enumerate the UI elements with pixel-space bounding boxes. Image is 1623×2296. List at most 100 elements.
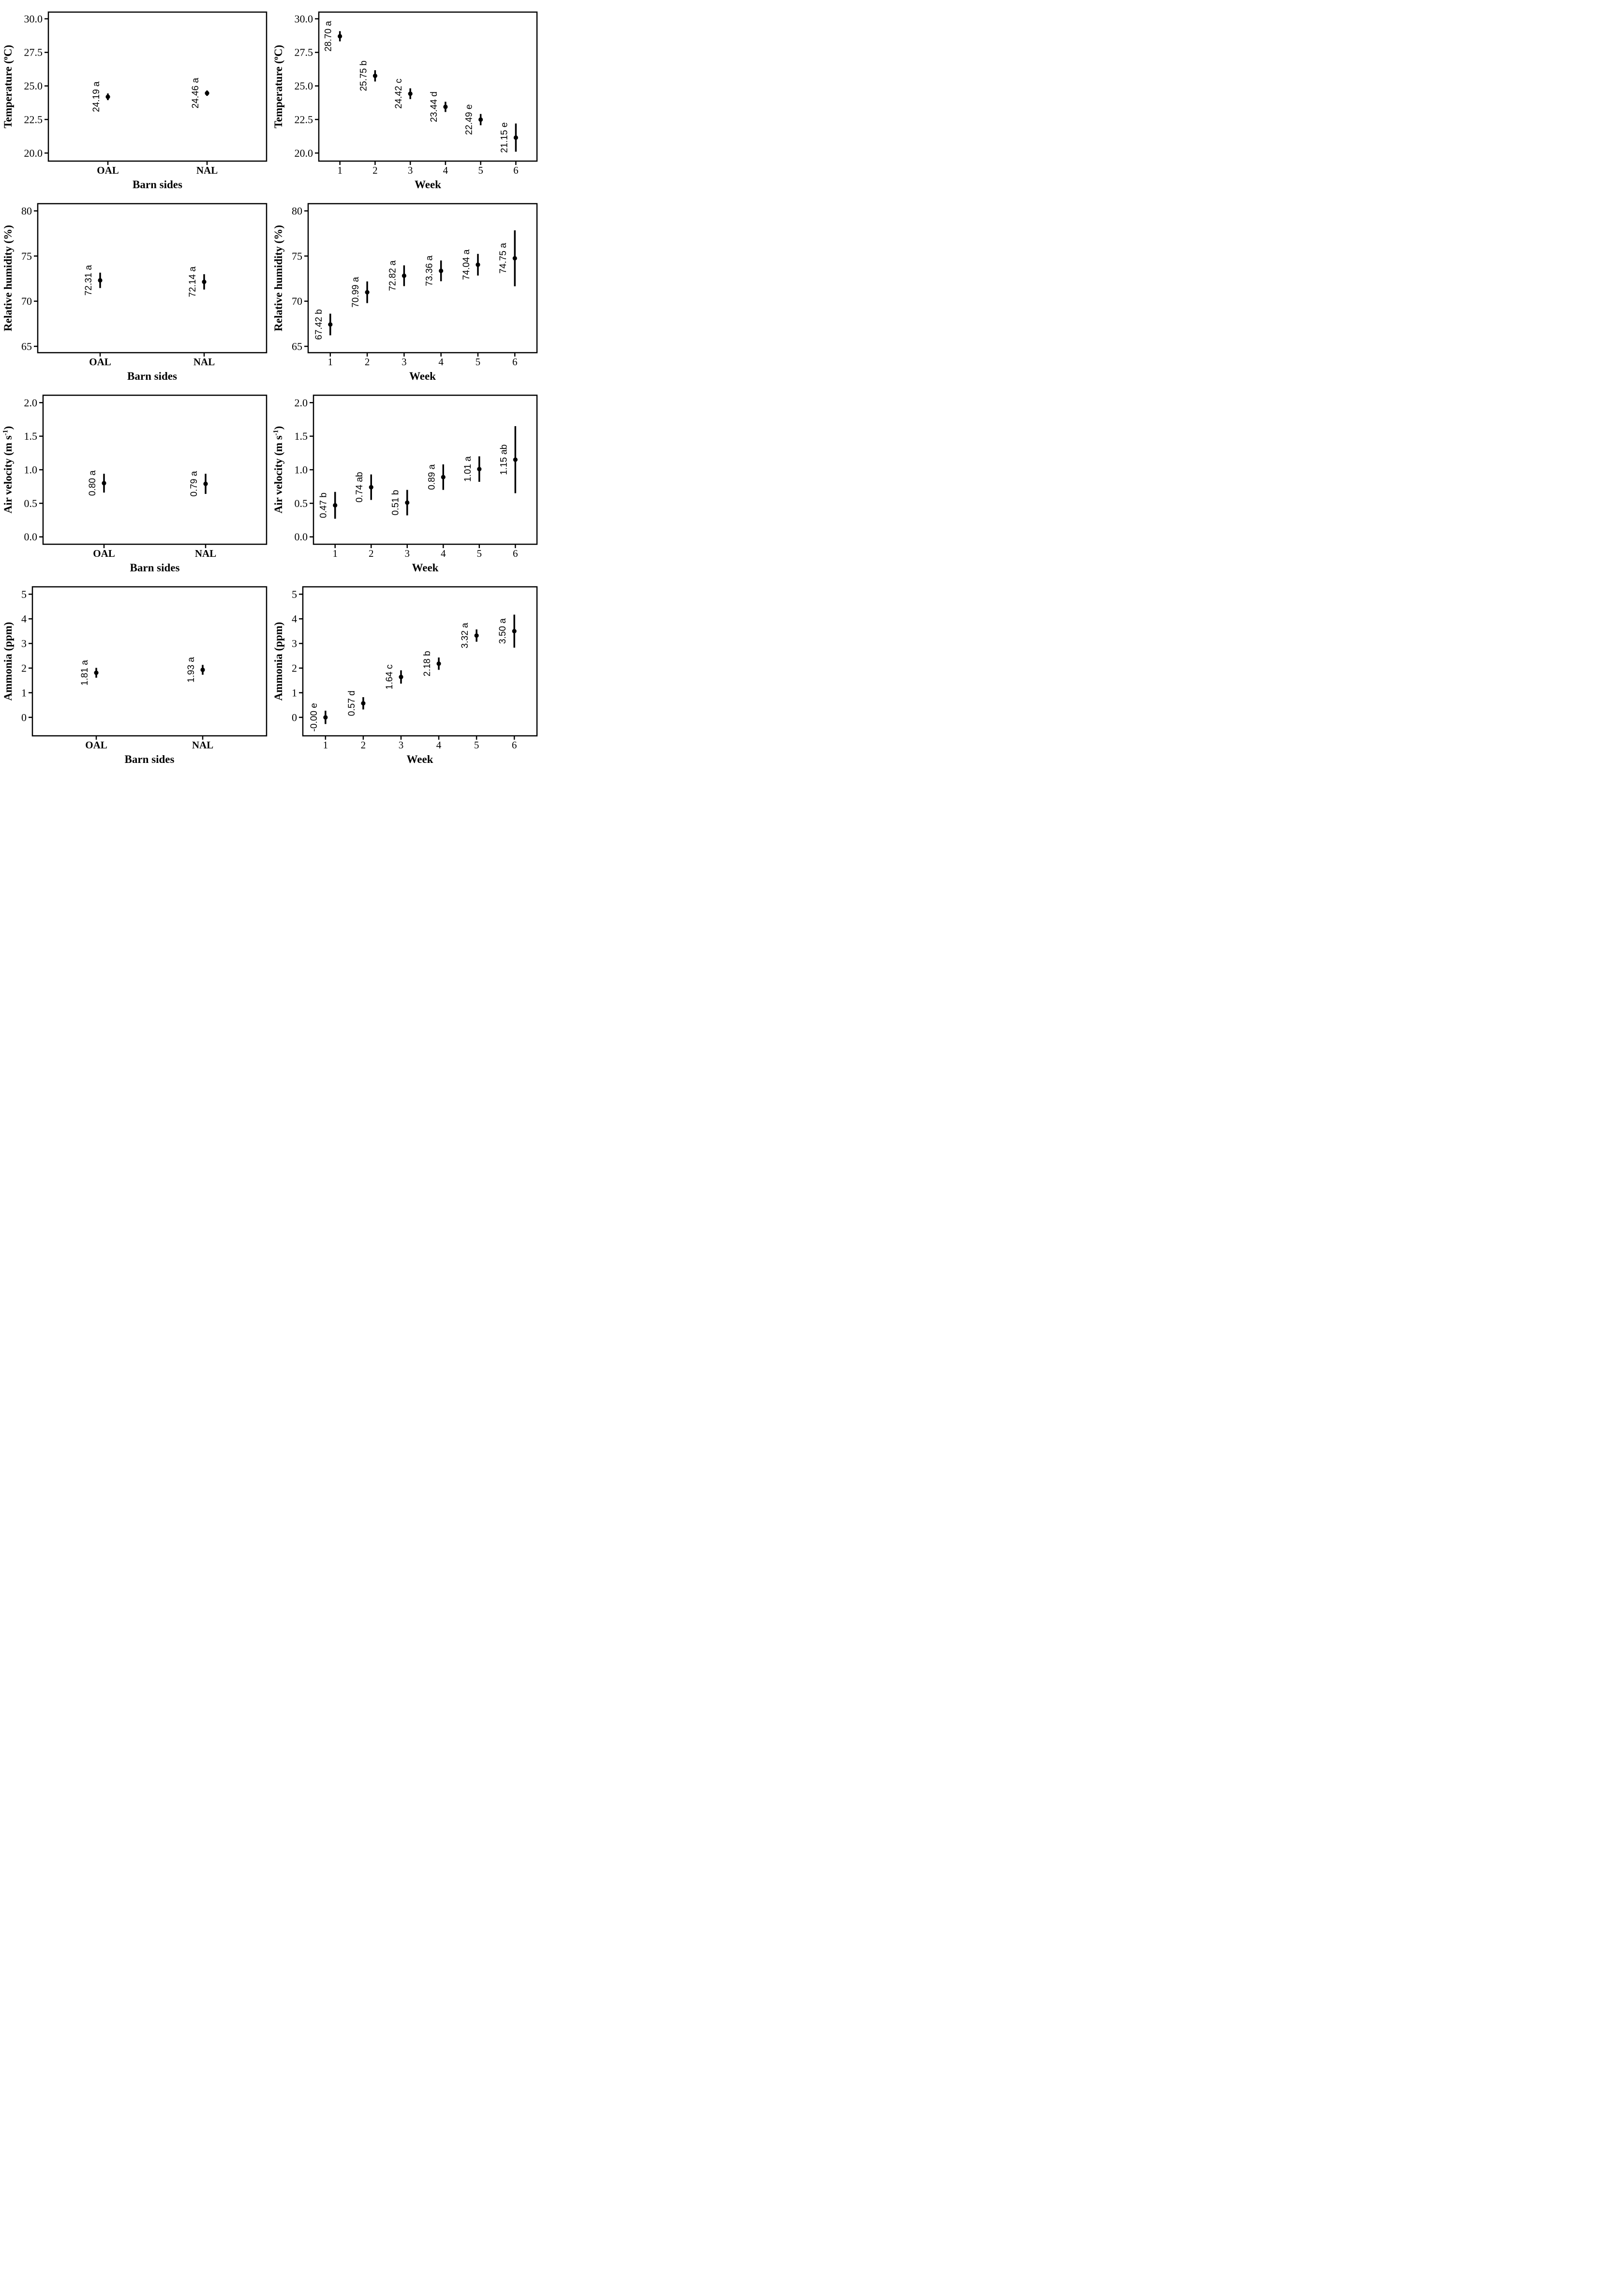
chart-relative-humidity-by-week: 65 70 75 80 1 2 3 4 5 6 Relative humidity (%) Week 6… [272, 203, 538, 382]
x-tick-label: 4 [438, 356, 444, 368]
y-tick-label: 5 [21, 588, 27, 600]
y-tick-label: 0 [21, 711, 27, 723]
data-point [443, 104, 448, 109]
x-tick-label: 2 [365, 356, 370, 368]
x-tick-label: NAL [195, 548, 216, 559]
data-point [105, 94, 110, 99]
y-tick-label: 4 [21, 613, 27, 625]
point-label: 1.93 a [186, 657, 196, 683]
data-point [205, 90, 209, 96]
y-tick-label: 2 [21, 662, 27, 674]
superscript: o [1, 57, 9, 60]
subplot-relative-humidity-by-week: 65 70 75 80 1 2 3 4 5 6 Relative humidity (%) Week 6… [270, 192, 541, 383]
x-tick-label: 1 [323, 739, 328, 751]
x-tick-label: OAL [93, 548, 115, 559]
x-tick-label: 1 [337, 164, 342, 176]
y-tick-label: 22.5 [24, 113, 43, 125]
x-axis-title: Barn sides [130, 562, 180, 574]
x-tick-label: 6 [513, 548, 518, 559]
data-point [512, 256, 517, 261]
y-tick-label: 22.5 [295, 113, 313, 125]
x-axis-title: Barn sides [127, 370, 177, 382]
data-point [439, 268, 444, 273]
x-axis-title: Week [409, 370, 436, 382]
point-label: 3.50 a [498, 618, 508, 644]
y-tick-label: 25.0 [24, 80, 43, 92]
superscript: -1 [272, 430, 280, 435]
x-tick-label: 3 [408, 164, 413, 176]
y-tick-label: 1.0 [295, 464, 308, 476]
y-tick-label: 75 [292, 250, 302, 262]
point-label: 0.74 ab [355, 472, 365, 502]
x-tick-label: 3 [404, 548, 410, 559]
point-label: 74.04 a [462, 249, 472, 280]
subplot-ammonia-by-barn-side: 0 1 2 3 4 5 OAL NAL Ammonia (ppm) Barn sides 1.81 … [0, 575, 270, 766]
point-label: 72.31 a [84, 265, 94, 296]
panel-border [313, 394, 538, 545]
y-tick-label: 27.5 [24, 46, 43, 59]
point-label: 1.64 c [385, 664, 395, 689]
y-axis-title: Air velocity (m s-1) [272, 426, 284, 514]
point-label: 22.49 e [464, 104, 475, 135]
superscript: o [272, 57, 280, 60]
data-point [200, 667, 205, 672]
data-point [328, 322, 333, 327]
x-tick-label: 3 [399, 739, 404, 751]
data-point [513, 135, 518, 140]
subplot-air-velocity-by-week: 0.0 0.5 1.0 1.5 2.0 1 2 3 4 5 6 Air velocity (m s-1… [270, 383, 541, 575]
y-tick-label: 80 [292, 205, 302, 217]
point-label: 0.51 b [391, 490, 401, 516]
point-label: -0.00 e [309, 703, 319, 731]
data-point [436, 661, 441, 666]
y-tick-label: 27.5 [295, 46, 313, 59]
subplot-temperature-by-barn-side: 20.0 22.5 25.0 27.5 30.0 OAL NAL Temperature (o… [0, 0, 270, 192]
data-point [323, 715, 328, 720]
chart-air-velocity-by-barn-side: 0.0 0.5 1.0 1.5 2.0 OAL NAL Air velocity (m s-1… [1, 394, 268, 574]
y-tick-label: 30.0 [24, 13, 43, 25]
chart-ammonia-by-week: 0 1 2 3 4 5 1 2 3 4 5 6 Ammonia (ppm) Week -0.00 e 0.57… [272, 586, 538, 765]
point-label: 21.15 e [499, 122, 509, 153]
point-label: 73.36 a [425, 255, 435, 286]
y-tick-label: 70 [292, 295, 302, 307]
y-tick-label: 4 [292, 613, 297, 625]
y-axis-title: Ammonia (ppm) [2, 622, 14, 701]
point-label: 1.81 a [80, 660, 90, 686]
superscript: -1 [1, 430, 9, 435]
x-axis-title: Week [415, 179, 441, 191]
point-label: 0.80 a [88, 470, 98, 496]
y-axis-title: Temperature (oC) [1, 45, 14, 129]
data-point [478, 117, 483, 122]
data-point [441, 475, 446, 479]
x-tick-label: 1 [328, 356, 333, 368]
y-tick-label: 2 [292, 662, 297, 674]
chart-temperature-by-barn-side: 20.0 22.5 25.0 27.5 30.0 OAL NAL Temperature (o… [1, 11, 268, 191]
chart-air-velocity-by-week: 0.0 0.5 1.0 1.5 2.0 1 2 3 4 5 6 Air velocity (m s-1… [272, 394, 538, 574]
y-tick-label: 0 [292, 711, 297, 723]
data-point [338, 34, 342, 39]
data-point [202, 280, 207, 284]
y-tick-label: 3 [21, 638, 27, 650]
y-tick-label: 80 [21, 205, 32, 217]
subplot-temperature-by-week: 20.0 22.5 25.0 27.5 30.0 1 2 3 4 5 6 Temperature (o… [270, 0, 541, 192]
data-point [98, 278, 103, 283]
point-label: 24.42 c [394, 79, 404, 109]
point-label: 67.42 b [314, 309, 324, 340]
x-tick-label: 4 [441, 548, 446, 559]
subplot-air-velocity-by-barn-side: 0.0 0.5 1.0 1.5 2.0 OAL NAL Air velocity (m s-1… [0, 383, 270, 575]
y-axis-title: Ammonia (ppm) [272, 622, 284, 701]
y-axis-title: Temperature (oC) [272, 45, 284, 129]
y-tick-label: 1 [292, 686, 297, 699]
x-tick-label: 4 [436, 739, 442, 751]
x-tick-label: 5 [476, 356, 481, 368]
point-label: 0.57 d [347, 690, 357, 716]
y-tick-label: 65 [21, 340, 32, 352]
y-tick-label: 20.0 [295, 147, 313, 159]
y-tick-label: 20.0 [24, 147, 43, 159]
x-tick-label: 6 [512, 356, 518, 368]
y-tick-label: 1.5 [295, 430, 308, 442]
panel-border [307, 203, 538, 354]
y-tick-label: 5 [292, 588, 297, 600]
y-axis-title: Air velocity (m s-1) [1, 426, 14, 514]
panel-border [31, 586, 268, 737]
y-axis-title: Relative humidity (%) [272, 225, 284, 331]
